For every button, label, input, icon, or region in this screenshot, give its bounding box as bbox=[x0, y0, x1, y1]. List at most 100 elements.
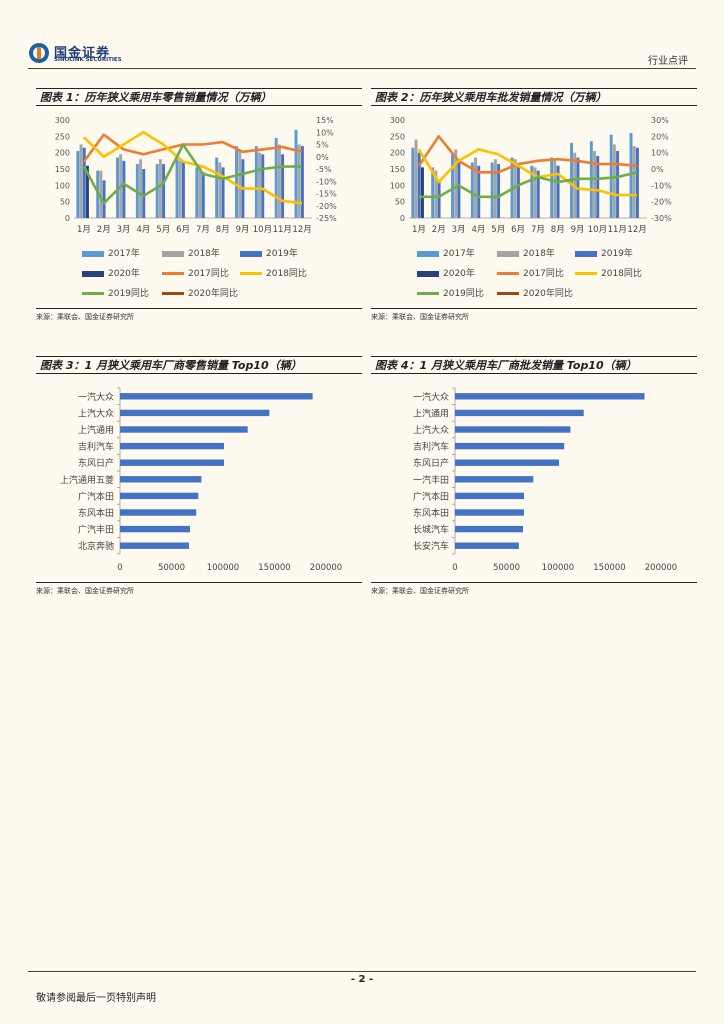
figure-1-source: 来源：乘联会、国金证券研究所 bbox=[36, 313, 134, 321]
x-tick-label: 2月 bbox=[432, 225, 446, 235]
bar-一汽大众 bbox=[120, 393, 313, 400]
y-left-tick-label: 200 bbox=[55, 149, 70, 158]
legend-item: 2017年 bbox=[82, 248, 140, 260]
legend-item: 2019同比 bbox=[82, 288, 149, 300]
bar-2018年 bbox=[632, 146, 636, 218]
x-tick-label: 0 bbox=[452, 563, 457, 573]
category-label: 上汽大众 bbox=[413, 424, 449, 436]
y-right-tick-label: -20% bbox=[316, 202, 337, 211]
bar-2017年 bbox=[195, 167, 199, 218]
legend-swatch bbox=[240, 272, 262, 275]
y-right-tick-label: 10% bbox=[316, 128, 334, 137]
bar-2019年 bbox=[300, 146, 304, 218]
bar-2019年 bbox=[497, 164, 501, 218]
y-right-tick-label: 0% bbox=[316, 153, 329, 162]
legend-label: 2019年 bbox=[601, 249, 633, 259]
bar-2018年 bbox=[414, 139, 418, 218]
legend-swatch bbox=[417, 292, 439, 295]
y-right-tick-label: 15% bbox=[316, 116, 334, 125]
y-right-tick-label: -10% bbox=[651, 181, 672, 190]
x-tick-label: 5月 bbox=[491, 225, 505, 235]
bar-2017年 bbox=[609, 134, 613, 218]
y-right-tick-label: -5% bbox=[316, 165, 332, 174]
legend-item: 2017同比 bbox=[162, 268, 229, 280]
bar-2017年 bbox=[431, 167, 435, 218]
legend-label: 2019同比 bbox=[108, 289, 149, 299]
legend-swatch bbox=[82, 270, 104, 277]
x-tick-label: 6月 bbox=[511, 225, 525, 235]
bar-2017年 bbox=[76, 151, 80, 218]
figure-2-title: 图表 2：历年狭义乘用车批发销量情况（万辆） bbox=[371, 88, 697, 106]
page-number: - 2 - bbox=[350, 974, 374, 985]
legend-label: 2017同比 bbox=[523, 269, 564, 279]
figure-4-title: 图表 4：1 月狭义乘用车厂商批发销量 Top10（辆） bbox=[371, 356, 697, 374]
y-right-tick-label: -25% bbox=[316, 214, 337, 223]
category-label: 上汽大众 bbox=[78, 407, 114, 419]
bar-2018年 bbox=[79, 144, 83, 218]
x-tick-label: 8月 bbox=[551, 225, 565, 235]
bar-2017年 bbox=[490, 162, 494, 218]
company-logo: 国金证券 SINOLINK SECURITIES bbox=[28, 42, 133, 66]
category-label: 广汽本田 bbox=[413, 490, 449, 502]
legend-label: 2017同比 bbox=[188, 269, 229, 279]
bar-东风本田 bbox=[120, 509, 197, 516]
bar-长城汽车 bbox=[455, 525, 523, 533]
figure-3-source-divider bbox=[36, 582, 362, 583]
figure-1-source-divider bbox=[36, 308, 362, 309]
figure-3-title: 图表 3：1 月狭义乘用车厂商零售销量 Top10（辆） bbox=[36, 356, 362, 374]
bar-2018年 bbox=[198, 167, 202, 218]
y-left-tick-label: 50 bbox=[395, 198, 405, 207]
legend-label: 2020年同比 bbox=[188, 289, 238, 299]
category-label: 东风本田 bbox=[78, 507, 114, 519]
footer-divider bbox=[28, 971, 696, 972]
x-tick-label: 0 bbox=[117, 563, 122, 573]
bar-广汽丰田 bbox=[120, 525, 191, 533]
category-label: 一汽丰田 bbox=[413, 474, 449, 486]
figure-3-chart: 一汽大众上汽大众上汽通用吉利汽车东风日产上汽通用五菱广汽本田东风本田广汽丰田北京… bbox=[60, 387, 342, 573]
legend-label: 2017年 bbox=[108, 249, 140, 259]
category-label: 吉利汽车 bbox=[78, 441, 114, 453]
bar-上汽通用五菱 bbox=[120, 476, 202, 483]
legend-label: 2018年 bbox=[523, 249, 555, 259]
x-tick-label: 9月 bbox=[571, 225, 585, 235]
y-left-tick-label: 100 bbox=[55, 181, 70, 190]
legend-item: 2020年同比 bbox=[497, 288, 573, 300]
legend-label: 2018同比 bbox=[266, 269, 307, 279]
bar-吉利汽车 bbox=[120, 442, 225, 450]
category-label: 一汽大众 bbox=[413, 391, 449, 403]
bar-2019年 bbox=[142, 169, 146, 218]
y-left-tick-label: 300 bbox=[55, 116, 70, 125]
bar-上汽通用 bbox=[120, 426, 248, 433]
legend-item: 2019年 bbox=[575, 248, 633, 260]
bar-2019年 bbox=[556, 165, 560, 218]
legend-swatch bbox=[497, 272, 519, 275]
bar-2017年 bbox=[550, 157, 554, 218]
legend-item: 2020年同比 bbox=[162, 288, 238, 300]
figure-2-source: 来源：乘联会、国金证券研究所 bbox=[371, 313, 469, 321]
x-tick-label: 1月 bbox=[412, 225, 426, 235]
bar-上汽通用 bbox=[455, 409, 584, 417]
bar-2019年 bbox=[181, 160, 185, 218]
x-tick-label: 12月 bbox=[292, 225, 311, 235]
bar-2017年 bbox=[470, 162, 474, 218]
bar-2017年 bbox=[629, 133, 633, 218]
bar-上汽大众 bbox=[120, 409, 270, 417]
legend-swatch bbox=[82, 292, 104, 295]
header-divider bbox=[28, 68, 696, 69]
y-right-tick-label: -10% bbox=[316, 177, 337, 186]
category-label: 上汽通用五菱 bbox=[60, 474, 114, 486]
bar-2019年 bbox=[102, 180, 106, 218]
x-tick-label: 10月 bbox=[253, 225, 272, 235]
x-tick-label: 150000 bbox=[593, 563, 625, 573]
y-right-tick-label: -30% bbox=[651, 214, 672, 223]
bar-2019年 bbox=[162, 164, 166, 218]
bar-东风本田 bbox=[455, 509, 525, 516]
legend-swatch bbox=[162, 250, 184, 257]
x-tick-label: 11月 bbox=[273, 225, 292, 235]
legend-item: 2020年 bbox=[417, 268, 475, 280]
bar-2019年 bbox=[457, 159, 461, 218]
y-left-tick-label: 250 bbox=[55, 132, 70, 141]
x-tick-label: 4月 bbox=[136, 225, 150, 235]
legend-swatch bbox=[575, 250, 597, 257]
y-right-tick-label: 10% bbox=[651, 149, 669, 158]
